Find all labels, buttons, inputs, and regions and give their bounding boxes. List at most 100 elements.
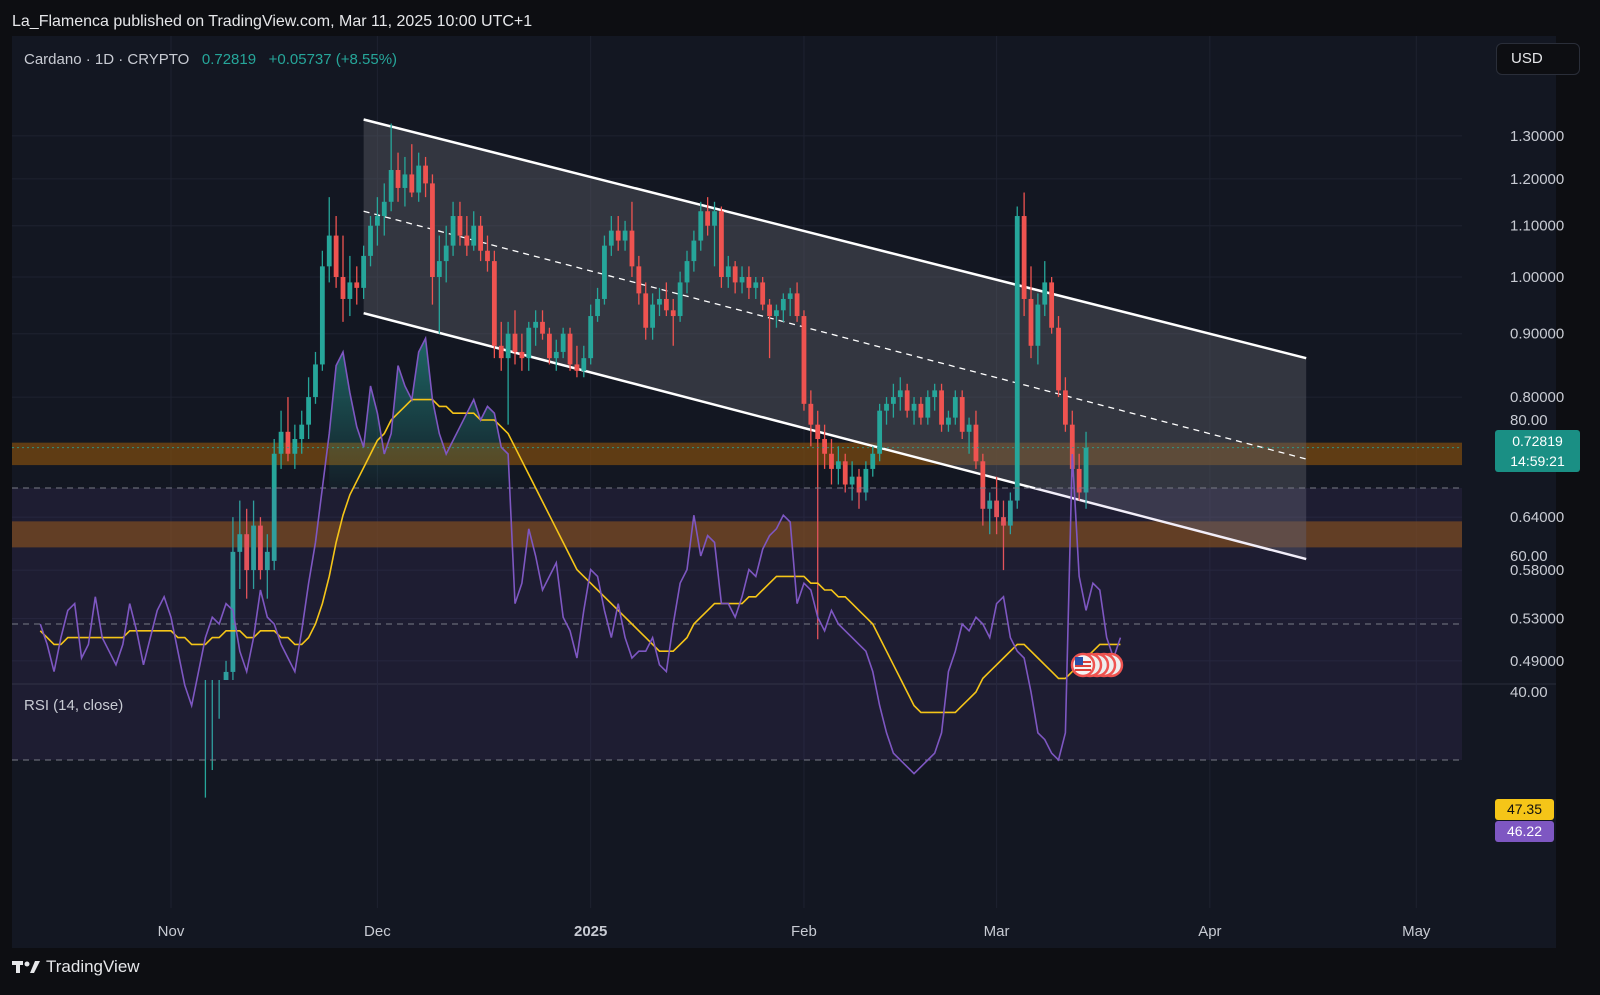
currency-button[interactable]: USD [1496, 43, 1580, 75]
candle-body [1021, 216, 1027, 299]
candle-body [849, 476, 855, 485]
symbol-name: Cardano · 1D · CRYPTO [24, 51, 190, 68]
candle-body [939, 390, 944, 425]
candle-body [774, 310, 779, 317]
candle-body [375, 216, 380, 226]
candle-body [333, 235, 339, 277]
candle-body [753, 282, 759, 288]
price-axis-label: 0.90000 [1510, 326, 1564, 343]
candle-body [251, 525, 256, 571]
price-axis-label: 1.00000 [1510, 269, 1564, 286]
candle-body [746, 277, 752, 288]
candle-body [368, 225, 373, 256]
candle-body [223, 671, 229, 680]
candle-body [491, 261, 497, 346]
candle-body [615, 230, 621, 241]
candle-body [691, 240, 697, 262]
candle-body [326, 235, 332, 267]
time-axis-label: Apr [1198, 923, 1221, 940]
symbol-change: +0.05737 (+8.55%) [268, 51, 398, 68]
candle-body [829, 453, 834, 469]
candle-body [732, 266, 738, 283]
candle-body [574, 364, 580, 371]
candle-body [966, 424, 972, 432]
candle-body [498, 345, 504, 359]
candle-body [409, 174, 415, 193]
price-axis-label: 1.30000 [1510, 128, 1564, 145]
candle-body [436, 261, 442, 277]
candle-body [258, 525, 263, 571]
candle-body [629, 230, 635, 267]
candle-body [994, 500, 999, 518]
candle-body [918, 403, 924, 418]
candle-body [822, 439, 827, 454]
candle-body [925, 397, 931, 418]
candle-body [464, 235, 470, 246]
symbol-info[interactable]: Cardano · 1D · CRYPTO 0.72819 +0.05737 (… [24, 51, 397, 68]
flag-icon[interactable] [1070, 652, 1124, 678]
candle-body [794, 293, 800, 317]
rsi-ma-line [39, 398, 1121, 714]
candle-body [381, 201, 387, 217]
channel-upper-line [363, 118, 1307, 360]
candle-body [547, 333, 552, 359]
candle-body [1042, 282, 1048, 305]
candle-body [1014, 216, 1020, 501]
candle-body [760, 282, 766, 305]
candle-body [478, 225, 483, 251]
candle-body [698, 211, 704, 241]
rsi-axis-label: 80.00 [1510, 412, 1548, 429]
candle-body [285, 431, 291, 454]
chart-frame [12, 36, 1556, 948]
candle-body [347, 282, 353, 299]
tradingview-logo[interactable]: TradingView [12, 957, 140, 977]
candle-body [663, 298, 669, 311]
bar-countdown: 14:59:21 [1510, 453, 1565, 469]
candle-body [430, 183, 435, 277]
rsi-title[interactable]: RSI (14, close) [24, 697, 124, 714]
candle-body [402, 174, 408, 188]
candle-body [643, 293, 649, 328]
tradingview-brand: TradingView [46, 957, 140, 976]
candle-body [505, 333, 511, 359]
candle-body [684, 261, 690, 283]
rsi-value-tag: 46.22 [1495, 821, 1554, 842]
publisher-line: La_Flamenca published on TradingView.com… [12, 13, 533, 30]
candle-body [739, 277, 745, 283]
candle-body [1049, 282, 1055, 328]
candle-body [835, 461, 841, 469]
candle-body [340, 277, 346, 299]
candle-body [560, 333, 566, 352]
price-axis-label: 0.49000 [1510, 653, 1564, 670]
last-price-tag: 0.72819 14:59:21 [1495, 430, 1580, 472]
candle-body [719, 211, 724, 277]
candle-body [519, 351, 525, 359]
candle-body [1083, 447, 1089, 493]
candle-body [815, 424, 821, 440]
us-flag-event-markers[interactable] [1067, 652, 1127, 678]
candle-body [512, 333, 518, 352]
candle-body [767, 304, 772, 317]
candle-body [801, 316, 807, 404]
rsi-band-fill [12, 488, 1462, 760]
rsi-axis-label: 60.00 [1510, 548, 1548, 565]
candle-body [471, 225, 477, 246]
candle-body [395, 170, 401, 188]
time-axis-label: Feb [791, 923, 817, 940]
candle-body [271, 453, 277, 561]
candle-body [457, 216, 463, 236]
candle-body [712, 211, 717, 226]
candle-body [987, 500, 993, 509]
candle-body [264, 551, 270, 571]
candle-body [602, 245, 607, 299]
candle-body [787, 293, 793, 299]
candle-body [567, 333, 573, 365]
price-axis-label: 1.20000 [1510, 171, 1564, 188]
price-axis-label: 1.10000 [1510, 218, 1564, 235]
candle-body [877, 410, 883, 454]
candle-body [588, 316, 594, 359]
tradingview-logo-icon [12, 961, 40, 973]
candle-body [354, 282, 360, 288]
candle-body [319, 266, 325, 365]
